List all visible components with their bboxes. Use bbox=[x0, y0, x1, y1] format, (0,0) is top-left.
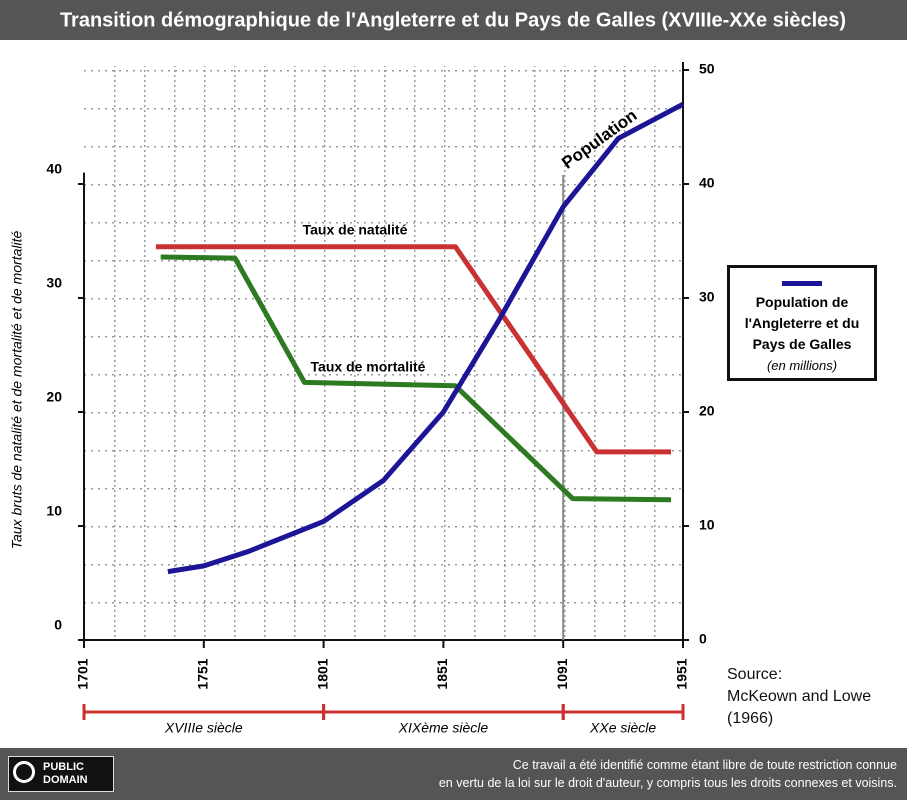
y2-tick-label: 20 bbox=[699, 403, 715, 419]
note-line: Ce travail a été identifié comme étant l… bbox=[512, 758, 897, 772]
y2-tick-label: 40 bbox=[699, 175, 715, 191]
series-label: Taux de natalité bbox=[303, 222, 408, 238]
title-bar bbox=[0, 0, 907, 40]
legend: Population de l'Angleterre et du Pays de… bbox=[727, 265, 877, 381]
y-tick-label: 10 bbox=[46, 503, 62, 519]
note-line: en vertu de la loi sur le droit d'auteur… bbox=[438, 776, 897, 790]
period-label: XIXème siècle bbox=[398, 720, 489, 736]
y2-tick-label: 0 bbox=[699, 631, 707, 647]
chart-title: Transition démographique de l'Angleterre… bbox=[60, 9, 846, 31]
y2-tick-label: 50 bbox=[699, 61, 715, 77]
x-tick-label: 1701 bbox=[75, 658, 91, 689]
footer: PUBLIC DOMAIN Ce travail a été identifié… bbox=[0, 748, 907, 800]
x-tick-label: 1851 bbox=[434, 658, 450, 689]
y-tick-label: 20 bbox=[46, 389, 62, 405]
source-line: McKeown and Lowe bbox=[727, 688, 872, 705]
license-icon bbox=[13, 761, 35, 783]
source-line: (1966) bbox=[727, 710, 774, 727]
x-tick-label: 1091 bbox=[554, 658, 570, 689]
footer-note: Ce travail a été identifié comme étant l… bbox=[439, 756, 897, 792]
x-tick-label: 1801 bbox=[314, 658, 330, 689]
series-label: Taux de mortalité bbox=[311, 359, 426, 375]
y-axis-title: Taux bruts de natalité et de mortalité e… bbox=[9, 231, 25, 550]
grid bbox=[84, 70, 683, 640]
legend-unit: (en millions) bbox=[766, 358, 838, 373]
x-tick-label: 1751 bbox=[195, 658, 211, 689]
x-tick-label: 1951 bbox=[674, 658, 690, 689]
y2-tick-label: 30 bbox=[699, 289, 715, 305]
license-badge: PUBLIC DOMAIN bbox=[8, 756, 114, 792]
y-tick-label: 0 bbox=[54, 617, 62, 633]
series-line bbox=[160, 254, 672, 503]
period-label: XVIIIe siècle bbox=[164, 720, 243, 736]
y-tick-label: 30 bbox=[46, 275, 62, 291]
legend-swatch bbox=[782, 281, 822, 286]
series-line bbox=[155, 244, 672, 455]
y2-tick-label: 10 bbox=[699, 517, 715, 533]
license-text: PUBLIC DOMAIN bbox=[43, 761, 88, 786]
series-line bbox=[167, 101, 685, 575]
source-line: Source: bbox=[727, 666, 783, 683]
legend-label: Population de l'Angleterre et du Pays de… bbox=[744, 294, 860, 352]
y-tick-label: 40 bbox=[46, 161, 62, 177]
source: Source: McKeown and Lowe (1966) bbox=[727, 664, 871, 730]
period-label: XXe siècle bbox=[589, 720, 656, 736]
